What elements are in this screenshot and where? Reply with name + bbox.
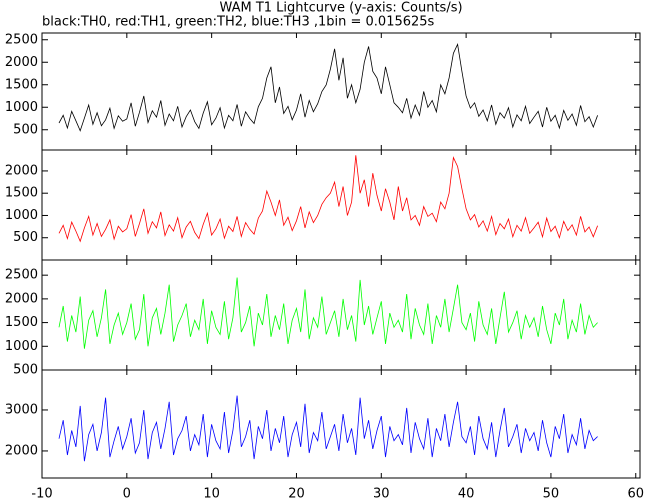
light-curve <box>58 42 598 132</box>
y-tick-label: 1000 <box>5 208 38 223</box>
y-tick-label: 1000 <box>5 339 38 354</box>
y-tick-label: 2000 <box>5 55 38 70</box>
x-tick-label: 60 <box>627 487 644 502</box>
y-tick-label: 1500 <box>5 77 38 92</box>
y-tick-label: 500 <box>13 230 38 245</box>
x-tick-label: 40 <box>458 487 475 502</box>
y-tick-label: 500 <box>13 122 38 137</box>
y-tick-label: 1000 <box>5 100 38 115</box>
panel-frame <box>41 369 641 479</box>
y-tick-label: 500 <box>13 363 38 378</box>
x-tick-label: 0 <box>123 487 131 502</box>
light-curve <box>58 395 598 462</box>
y-tick-label: 2500 <box>5 32 38 47</box>
x-tick-label: 20 <box>288 487 305 502</box>
y-tick-label: 2000 <box>5 163 38 178</box>
panel-frame <box>41 32 641 151</box>
panel-frame <box>41 149 641 261</box>
x-tick-label: 50 <box>543 487 560 502</box>
y-tick-label: 1500 <box>5 315 38 330</box>
light-curve <box>58 277 598 349</box>
light-curve <box>58 155 598 243</box>
chart-subtitle: black:TH0, red:TH1, green:TH2, blue:TH3 … <box>42 15 435 30</box>
chart-title: WAM T1 Lightcurve (y-axis: Counts/s) <box>219 1 462 16</box>
y-tick-label: 2000 <box>5 443 38 458</box>
x-tick-label: 10 <box>203 487 220 502</box>
x-tick-label: 30 <box>373 487 390 502</box>
y-tick-label: 1500 <box>5 186 38 201</box>
y-tick-label: 2500 <box>5 268 38 283</box>
x-tick-label: -10 <box>31 487 52 502</box>
y-tick-label: 2000 <box>5 291 38 306</box>
y-tick-label: 3000 <box>5 402 38 417</box>
